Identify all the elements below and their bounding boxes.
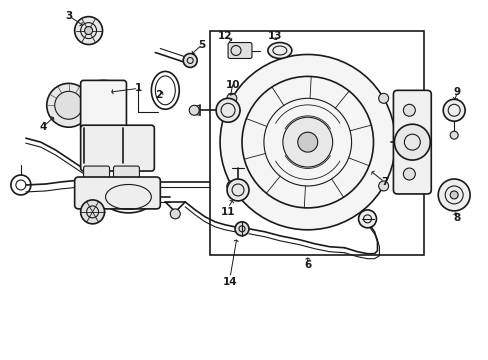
FancyBboxPatch shape (113, 166, 139, 187)
FancyBboxPatch shape (227, 42, 251, 58)
Circle shape (81, 200, 104, 224)
Circle shape (216, 98, 240, 122)
Circle shape (378, 93, 388, 103)
Text: 13: 13 (267, 31, 282, 41)
Text: 8: 8 (453, 213, 460, 223)
Circle shape (442, 99, 464, 121)
Text: 1: 1 (135, 84, 142, 93)
Circle shape (226, 179, 248, 201)
Text: 9: 9 (453, 87, 460, 97)
Text: 11: 11 (221, 207, 235, 217)
FancyBboxPatch shape (75, 177, 160, 209)
Circle shape (449, 131, 457, 139)
Circle shape (189, 105, 199, 115)
Text: 7: 7 (380, 177, 387, 187)
Circle shape (358, 210, 376, 228)
Circle shape (282, 117, 332, 167)
Circle shape (183, 54, 197, 67)
Text: 14: 14 (223, 276, 237, 287)
Circle shape (55, 91, 82, 119)
Text: 10: 10 (225, 80, 240, 90)
Circle shape (226, 93, 236, 103)
Circle shape (378, 181, 388, 191)
Ellipse shape (267, 42, 291, 58)
FancyBboxPatch shape (81, 80, 126, 131)
Circle shape (394, 124, 429, 160)
Circle shape (449, 191, 457, 199)
Circle shape (437, 179, 469, 211)
Text: 3: 3 (65, 11, 72, 21)
Circle shape (170, 209, 180, 219)
Text: 5: 5 (198, 40, 205, 50)
Circle shape (84, 27, 92, 35)
Circle shape (297, 132, 317, 152)
FancyBboxPatch shape (393, 90, 430, 194)
Circle shape (403, 168, 414, 180)
Circle shape (220, 54, 395, 230)
Text: 2: 2 (154, 90, 162, 100)
Ellipse shape (84, 80, 122, 100)
FancyBboxPatch shape (81, 125, 154, 171)
Circle shape (47, 84, 90, 127)
Circle shape (235, 222, 248, 236)
Text: 6: 6 (304, 260, 311, 270)
Ellipse shape (102, 181, 154, 213)
Circle shape (75, 17, 102, 45)
Text: 4: 4 (39, 122, 46, 132)
Circle shape (403, 104, 414, 116)
Text: 12: 12 (217, 31, 232, 41)
Bar (210, 31, 424, 255)
Circle shape (226, 181, 236, 191)
FancyBboxPatch shape (83, 166, 109, 187)
